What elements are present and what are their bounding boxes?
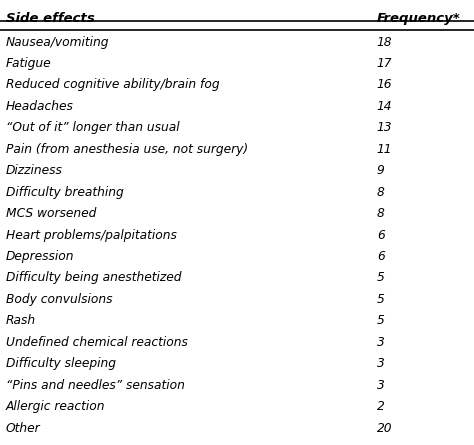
Text: Pain (from anesthesia use, not surgery): Pain (from anesthesia use, not surgery) bbox=[6, 143, 248, 156]
Text: Difficulty breathing: Difficulty breathing bbox=[6, 186, 123, 198]
Text: Dizziness: Dizziness bbox=[6, 164, 63, 177]
Text: Nausea/vomiting: Nausea/vomiting bbox=[6, 36, 109, 49]
Text: Body convulsions: Body convulsions bbox=[6, 293, 112, 306]
Text: 5: 5 bbox=[377, 315, 384, 328]
Text: “Pins and needles” sensation: “Pins and needles” sensation bbox=[6, 379, 184, 392]
Text: 3: 3 bbox=[377, 379, 384, 392]
Text: 11: 11 bbox=[377, 143, 392, 156]
Text: 20: 20 bbox=[377, 422, 392, 435]
Text: Frequency*: Frequency* bbox=[377, 12, 460, 25]
Text: Depression: Depression bbox=[6, 250, 74, 263]
Text: Fatigue: Fatigue bbox=[6, 57, 51, 70]
Text: 14: 14 bbox=[377, 100, 392, 113]
Text: 3: 3 bbox=[377, 336, 384, 349]
Text: 17: 17 bbox=[377, 57, 392, 70]
Text: 8: 8 bbox=[377, 207, 384, 220]
Text: 2: 2 bbox=[377, 400, 384, 413]
Text: Reduced cognitive ability/brain fog: Reduced cognitive ability/brain fog bbox=[6, 78, 219, 91]
Text: Difficulty being anesthetized: Difficulty being anesthetized bbox=[6, 271, 181, 284]
Text: Headaches: Headaches bbox=[6, 100, 73, 113]
Text: 8: 8 bbox=[377, 186, 384, 198]
Text: 5: 5 bbox=[377, 271, 384, 284]
Text: MCS worsened: MCS worsened bbox=[6, 207, 96, 220]
Text: Heart problems/palpitations: Heart problems/palpitations bbox=[6, 229, 176, 242]
Text: 13: 13 bbox=[377, 121, 392, 134]
Text: 16: 16 bbox=[377, 78, 392, 91]
Text: Other: Other bbox=[6, 422, 40, 435]
Text: 3: 3 bbox=[377, 357, 384, 370]
Text: Rash: Rash bbox=[6, 315, 36, 328]
Text: 6: 6 bbox=[377, 229, 384, 242]
Text: Undefined chemical reactions: Undefined chemical reactions bbox=[6, 336, 188, 349]
Text: 6: 6 bbox=[377, 250, 384, 263]
Text: 5: 5 bbox=[377, 293, 384, 306]
Text: Allergic reaction: Allergic reaction bbox=[6, 400, 105, 413]
Text: Difficulty sleeping: Difficulty sleeping bbox=[6, 357, 116, 370]
Text: Side effects: Side effects bbox=[6, 12, 94, 25]
Text: 18: 18 bbox=[377, 36, 392, 49]
Text: 9: 9 bbox=[377, 164, 384, 177]
Text: “Out of it” longer than usual: “Out of it” longer than usual bbox=[6, 121, 179, 134]
